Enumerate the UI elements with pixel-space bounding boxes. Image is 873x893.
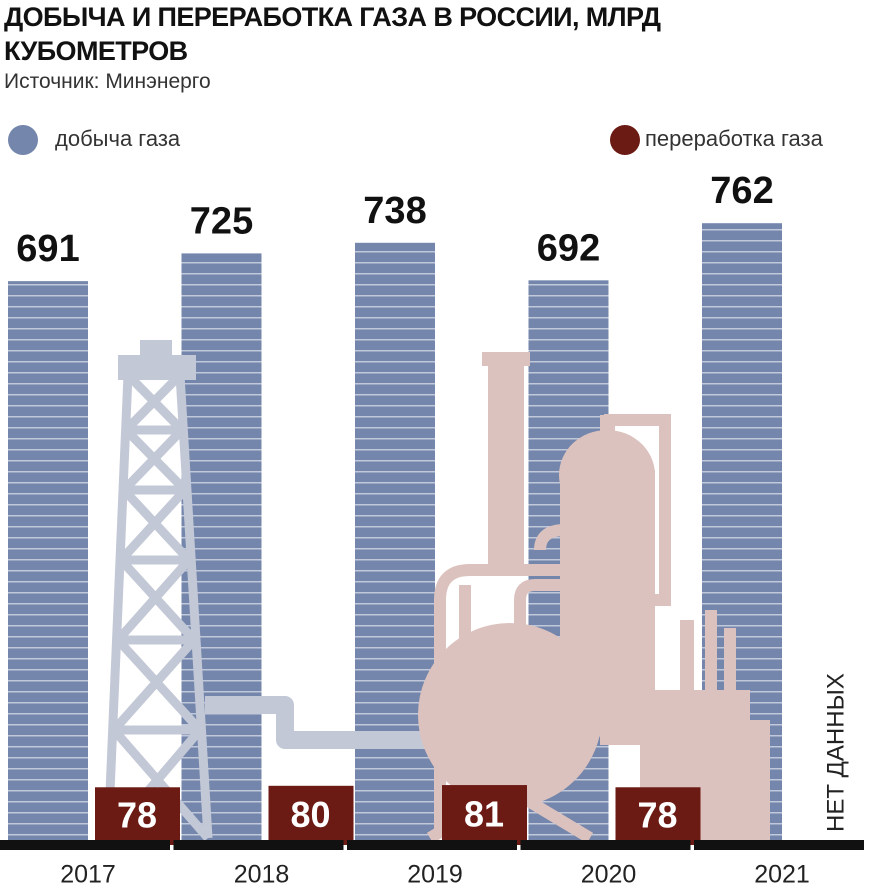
processing-label: 81 xyxy=(464,794,504,835)
chart-subtitle: Источник: Минэнерго xyxy=(4,70,211,93)
value-label: 692 xyxy=(537,227,600,269)
baseline xyxy=(0,840,170,850)
x-tick-label: 2018 xyxy=(234,861,290,889)
processing-label: 78 xyxy=(637,795,677,836)
x-tick-label: 2019 xyxy=(407,861,463,889)
baseline xyxy=(347,840,517,850)
x-tick-label: 2017 xyxy=(60,861,116,889)
processing-bar xyxy=(442,785,527,845)
processing-bar xyxy=(268,785,354,845)
axis: 2017 2018 2019 2020 2021 xyxy=(0,840,864,889)
x-tick-label: 2020 xyxy=(581,861,637,889)
processing-label: 78 xyxy=(117,795,157,836)
processing-boxes: 78 80 81 78 НЕТ ДАННЫХ xyxy=(95,673,849,845)
annotation: НЕТ ДАННЫХ xyxy=(822,673,849,832)
baseline xyxy=(694,840,864,850)
processing-bar xyxy=(95,787,180,845)
legend-marker xyxy=(8,125,38,155)
value-label: 738 xyxy=(363,190,426,232)
baseline xyxy=(173,840,344,850)
bar-stripes xyxy=(8,281,88,845)
legend-label: переработка газа xyxy=(645,126,824,151)
bar-stripes xyxy=(355,242,435,846)
legend-label: добыча газа xyxy=(55,126,181,151)
value-label: 725 xyxy=(190,200,253,242)
processing-label: 80 xyxy=(290,794,330,835)
chart-title: ДОБЫЧА И ПЕРЕРАБОТКА ГАЗА В РОССИИ, МЛРД… xyxy=(4,2,661,66)
value-label: 762 xyxy=(710,170,773,212)
x-tick-label: 2021 xyxy=(754,861,810,889)
baseline xyxy=(520,840,691,850)
value-label: 691 xyxy=(16,228,79,270)
legend-marker xyxy=(610,125,640,155)
processing-bar xyxy=(615,787,701,845)
legend: добыча газа переработка газа xyxy=(8,125,824,155)
